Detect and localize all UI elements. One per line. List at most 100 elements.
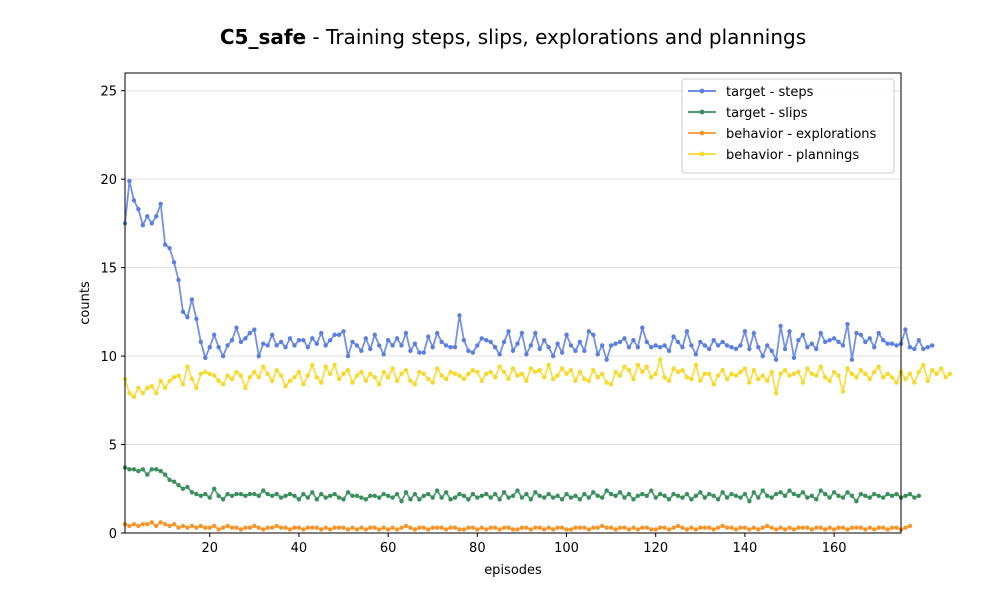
data-point [742, 366, 748, 371]
data-point [872, 345, 877, 350]
data-point [501, 339, 507, 345]
legend-item-target-steps[interactable]: target - steps [688, 85, 814, 100]
data-point [283, 345, 288, 350]
data-point [930, 368, 935, 373]
data-point [492, 525, 498, 530]
data-point [756, 345, 761, 350]
data-point [872, 369, 877, 375]
data-point [796, 525, 801, 530]
x-tick-label: 80 [469, 541, 486, 556]
data-point [283, 493, 288, 499]
data-point [350, 339, 355, 345]
data-point [256, 375, 261, 380]
data-point [698, 490, 703, 495]
data-point [724, 376, 730, 382]
data-point [546, 362, 551, 368]
data-point [524, 525, 529, 530]
data-point [600, 371, 605, 376]
data-point [461, 527, 467, 532]
data-point [305, 345, 311, 350]
data-point [506, 329, 511, 334]
data-point [546, 525, 551, 530]
data-point [519, 330, 525, 336]
data-point [760, 373, 765, 378]
data-point [234, 369, 239, 375]
data-point [198, 371, 204, 376]
legend-item-behavior-plannings[interactable]: behavior - plannings [688, 148, 859, 163]
data-point [479, 493, 484, 499]
data-point [140, 391, 146, 396]
legend-item-behavior-explorations[interactable]: behavior - explorations [688, 127, 877, 142]
data-point [872, 491, 877, 497]
data-point [274, 343, 279, 348]
data-point [225, 373, 230, 378]
data-point [773, 391, 779, 396]
data-point [399, 525, 404, 530]
legend-label: behavior - plannings [726, 148, 859, 163]
legend-item-target-slips[interactable]: target - slips [688, 106, 808, 121]
data-point [515, 527, 520, 532]
data-point [354, 343, 360, 348]
data-point [180, 309, 186, 315]
data-point [417, 369, 422, 375]
data-point [537, 493, 542, 499]
data-point [488, 339, 493, 345]
data-point [720, 490, 725, 495]
data-point [247, 491, 253, 497]
data-point [243, 525, 248, 530]
data-point [332, 362, 337, 368]
data-point [265, 525, 270, 530]
data-point [252, 523, 257, 529]
data-point [394, 378, 400, 384]
data-point [220, 525, 226, 530]
data-point [568, 368, 574, 373]
data-point [269, 493, 275, 499]
data-point [466, 348, 471, 353]
data-point [461, 337, 467, 343]
data-point [278, 525, 284, 530]
data-point [925, 378, 930, 384]
data-point [363, 497, 369, 502]
data-point [564, 332, 569, 338]
data-point [461, 376, 467, 382]
data-point [921, 346, 926, 352]
data-point [675, 523, 681, 529]
data-point [702, 525, 707, 530]
legend[interactable]: target - steps target - slips behavior - e… [681, 78, 895, 174]
data-point [818, 330, 823, 336]
data-point [791, 371, 797, 376]
data-point [381, 525, 386, 530]
data-point [212, 523, 217, 529]
data-point [689, 376, 694, 382]
data-point [216, 345, 221, 350]
data-point [769, 525, 774, 530]
data-point [162, 521, 168, 527]
data-point [158, 378, 163, 384]
data-point [765, 378, 770, 384]
y-tick-label: 0 [109, 527, 117, 542]
data-point [573, 493, 578, 499]
data-point [800, 490, 806, 495]
data-point [559, 525, 565, 530]
data-point [207, 345, 212, 350]
data-point [327, 527, 333, 532]
data-point [497, 352, 502, 357]
data-point [889, 493, 895, 499]
data-point [341, 497, 346, 502]
data-point [657, 525, 663, 530]
data-point [622, 525, 627, 530]
data-point [863, 493, 868, 499]
data-point [733, 346, 739, 352]
series-behavior-explorations [122, 520, 913, 532]
data-point [252, 491, 257, 497]
data-point [377, 382, 382, 387]
data-point [176, 277, 181, 283]
data-point [747, 527, 752, 532]
data-point [492, 491, 498, 497]
data-point [336, 495, 342, 500]
legend-label: target - steps [726, 85, 814, 100]
data-point [635, 527, 641, 532]
data-point [399, 498, 404, 504]
data-point [359, 525, 364, 530]
